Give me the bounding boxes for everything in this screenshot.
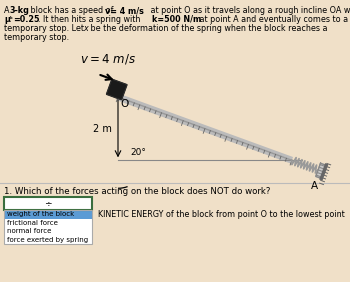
Text: temporary stop.: temporary stop. xyxy=(4,33,69,42)
Text: =0.25: =0.25 xyxy=(13,15,40,24)
Text: frictional force: frictional force xyxy=(7,220,58,226)
Text: A: A xyxy=(310,181,318,191)
Polygon shape xyxy=(106,79,127,100)
Text: KINETIC ENERGY of the block from point O to the lowest point: KINETIC ENERGY of the block from point O… xyxy=(98,210,345,219)
Text: μ: μ xyxy=(4,15,10,24)
Text: $v = 4\ m/s$: $v = 4\ m/s$ xyxy=(80,52,136,66)
Text: ₖ: ₖ xyxy=(10,15,13,20)
Text: weight of the block: weight of the block xyxy=(7,211,74,217)
Bar xyxy=(4,210,92,219)
Bar xyxy=(4,219,92,244)
Text: 20°: 20° xyxy=(130,148,146,157)
FancyBboxPatch shape xyxy=(4,197,92,210)
Text: temporary stop. Let: temporary stop. Let xyxy=(4,24,86,33)
Text: A: A xyxy=(4,6,12,15)
Polygon shape xyxy=(316,163,326,179)
Text: 2 m: 2 m xyxy=(93,124,112,134)
Text: block has a speed of: block has a speed of xyxy=(28,6,119,15)
Text: at point O as it travels along a rough incline OA with: at point O as it travels along a rough i… xyxy=(148,6,350,15)
Text: . It then hits a spring with: . It then hits a spring with xyxy=(38,15,143,24)
Text: ÷: ÷ xyxy=(44,199,52,208)
Text: at point A and eventually comes to a: at point A and eventually comes to a xyxy=(197,15,348,24)
Text: v= 4 m/s: v= 4 m/s xyxy=(105,6,144,15)
Text: x: x xyxy=(83,24,88,33)
Text: 1. Which of the forces acting on the block does NOT do work?: 1. Which of the forces acting on the blo… xyxy=(4,187,270,196)
Text: 3-kg: 3-kg xyxy=(10,6,30,15)
Text: be the deformation of the spring when the block reaches a: be the deformation of the spring when th… xyxy=(88,24,328,33)
Text: normal force: normal force xyxy=(7,228,51,234)
Text: O: O xyxy=(120,99,128,109)
Text: k=500 N/m: k=500 N/m xyxy=(152,15,201,24)
Text: force exerted by spring: force exerted by spring xyxy=(7,237,88,243)
